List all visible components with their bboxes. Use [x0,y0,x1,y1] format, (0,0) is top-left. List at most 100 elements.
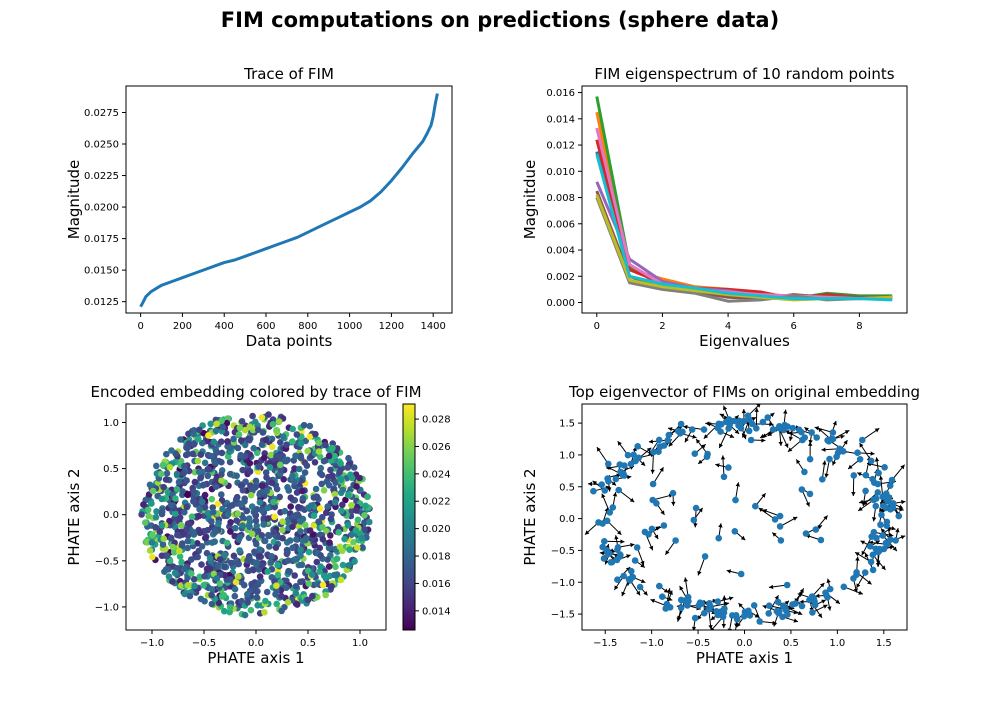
embedding-point [806,490,814,498]
scatter-point [306,527,314,534]
scatter-point [319,581,327,589]
embedding-point [688,426,696,433]
scatter-point [255,552,263,560]
scatter-point [273,600,281,608]
eigenvector-arrow-head [773,622,778,627]
scatter-point [176,514,184,521]
scatter-point [156,528,164,535]
y-axis-label: Magnitude [65,160,83,239]
scatter-point [179,488,186,495]
y-tick-label: −1.0 [95,602,119,613]
scatter-point [284,518,292,526]
scatter-point [302,534,310,542]
eigenvector-arrow-head [646,447,652,452]
scatter-point [221,607,228,615]
embedding-point [798,602,806,610]
scatter-point [305,580,313,587]
scatter-point [163,450,170,458]
scatter-point [246,518,254,526]
eigenvector-arrow-head [719,413,725,418]
scatter-point [180,565,188,573]
eigenvector-arrow-head [767,431,773,436]
eigenvector-arrow-head [851,492,856,496]
scatter-point [163,470,171,477]
eigenvector-arrow-head [588,481,593,487]
embedding-point [869,551,877,559]
scatter-point [319,523,326,531]
scatter-point [158,552,166,559]
eigenvector-arrow-head [872,517,877,522]
scatter-point [169,543,177,551]
scatter-point [291,572,299,579]
scatter-point [316,453,324,461]
embedding-point [701,609,708,617]
scatter-point [252,517,260,524]
embedding-point [590,487,597,495]
scatter-point [158,495,165,503]
scatter-point [327,532,334,539]
embedding-point [826,585,834,593]
scatter-point [287,494,295,502]
embedding-point [669,489,677,497]
embedding-point [783,581,791,589]
scatter-point [157,470,165,478]
scatter-point [239,466,246,474]
scatter-point [159,541,167,548]
eigenvector-arrow-head [891,526,896,531]
x-tick-label: −0.5 [686,638,710,649]
scatter-point [256,499,264,506]
embedding-point [878,511,885,519]
embedding-point [808,429,815,436]
scatter-point [224,511,232,518]
scatter-point [194,457,202,465]
y-axis-label: Magnitdue [521,160,539,239]
embedding-point [620,470,627,477]
embedding-point [692,504,700,512]
x-tick-label: 0.5 [783,638,799,649]
y-tick-label: 0.010 [546,167,575,178]
y-tick-label: 0.0225 [84,171,119,182]
scatter-point [273,582,280,589]
scatter-point [277,466,285,474]
x-tick-label: 1.0 [352,638,368,649]
scatter-point [234,510,242,517]
scatter-point [248,530,256,538]
embedding-point [745,427,753,435]
scatter-point [279,518,286,525]
scatter-point [184,544,191,552]
scatter-point [201,459,209,467]
y-tick-label: 0.016 [546,88,575,99]
scatter-point [361,512,368,519]
eigenvector-arrow-head [720,455,726,460]
eigenvector-arrow-head [710,615,716,621]
y-tick-label: 0.0 [559,514,575,525]
embedding-point [801,468,808,476]
scatter-point [310,512,318,519]
scatter-point [325,544,333,552]
eigenvector-arrow-head [895,528,900,533]
scatter-point [289,425,297,433]
eigenvector-arrow-head [671,501,676,506]
scatter-point [253,559,261,566]
embedding-point [718,421,725,428]
scatter-point [236,424,244,432]
scatter-point [174,531,181,539]
scatter-point [183,526,191,533]
y-tick-label: −0.5 [95,556,119,567]
scatter-point [279,526,286,534]
scatter-point [333,445,341,452]
scatter-point [305,548,313,556]
embedding-point [883,518,891,526]
scatter-point [148,500,155,507]
eigenvector-arrow-head [821,447,826,452]
x-tick-label: 1.5 [876,638,892,649]
scatter-point [184,491,191,499]
embedding-point [659,593,666,600]
embedding-point [685,598,692,605]
scatter-point [208,586,216,593]
embedding-point [875,469,882,477]
scatter-point [273,452,280,460]
x-tick-label: −1.5 [593,638,617,649]
embedding-point [765,602,773,609]
scatter-point [304,447,312,455]
